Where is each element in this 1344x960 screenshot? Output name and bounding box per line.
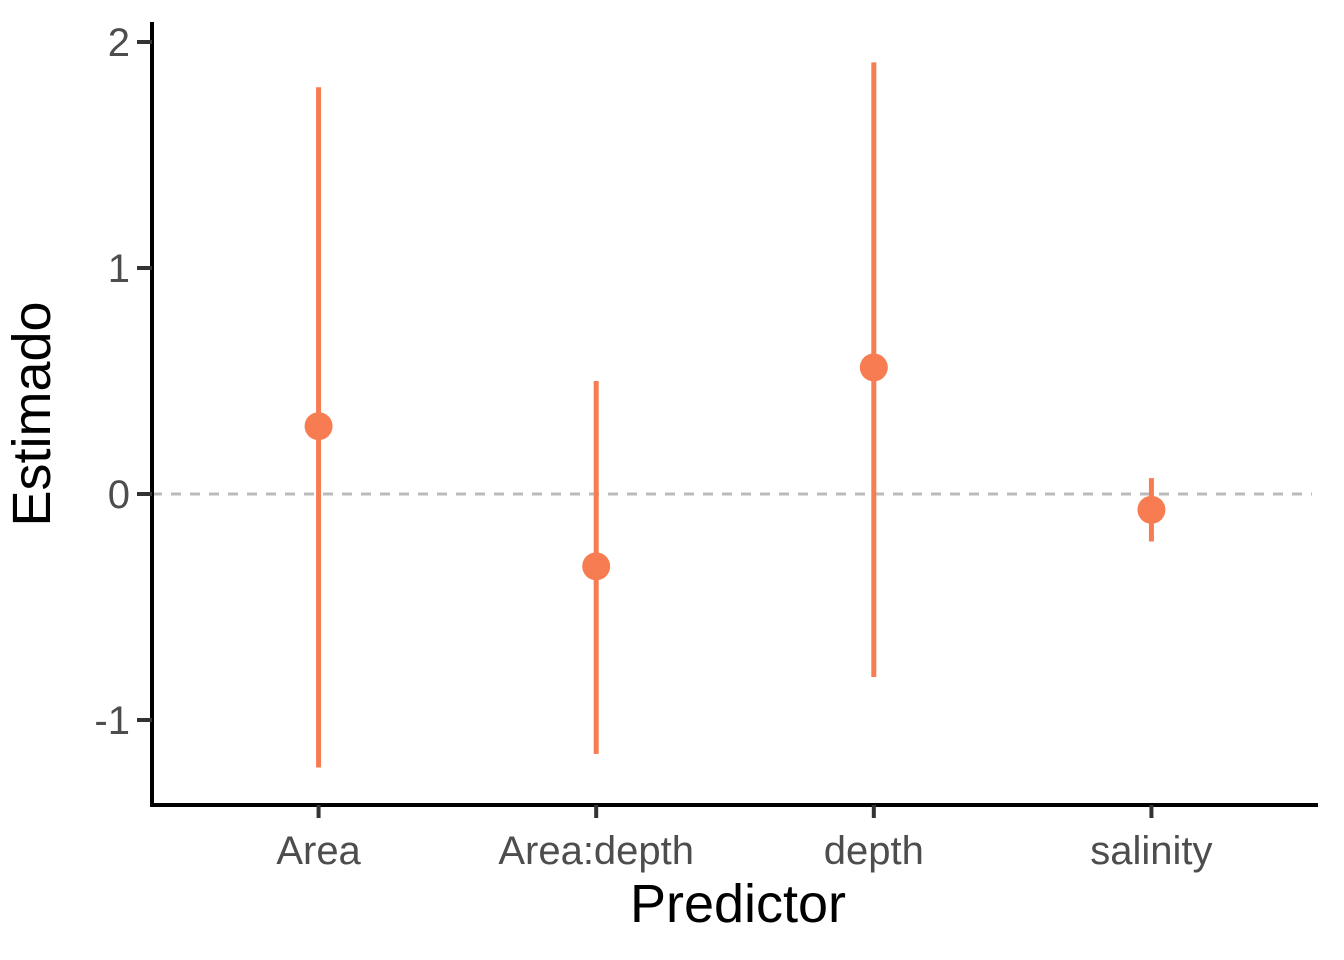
y-axis-title: Estimado — [2, 301, 62, 526]
x-axis-ticks: Area Area:depth depth salinity — [276, 805, 1213, 873]
y-tick-label: 1 — [108, 247, 130, 291]
y-tick-label: 2 — [108, 21, 130, 65]
x-tick-label: Area — [276, 829, 361, 873]
axes-layer — [150, 22, 1318, 807]
x-tick-label: Area:depth — [498, 829, 694, 873]
point-estimate — [582, 552, 611, 581]
x-tick-label: salinity — [1090, 829, 1212, 873]
x-tick-label: depth — [824, 829, 924, 873]
data-series-layer — [304, 62, 1166, 768]
point-estimate — [859, 353, 888, 382]
point-estimate — [1137, 495, 1166, 524]
point-estimate — [304, 412, 333, 441]
x-axis-title: Predictor — [630, 874, 846, 934]
y-axis-ticks: -1 0 1 2 — [94, 21, 152, 743]
y-tick-label: -1 — [94, 699, 130, 743]
y-tick-label: 0 — [108, 473, 130, 517]
